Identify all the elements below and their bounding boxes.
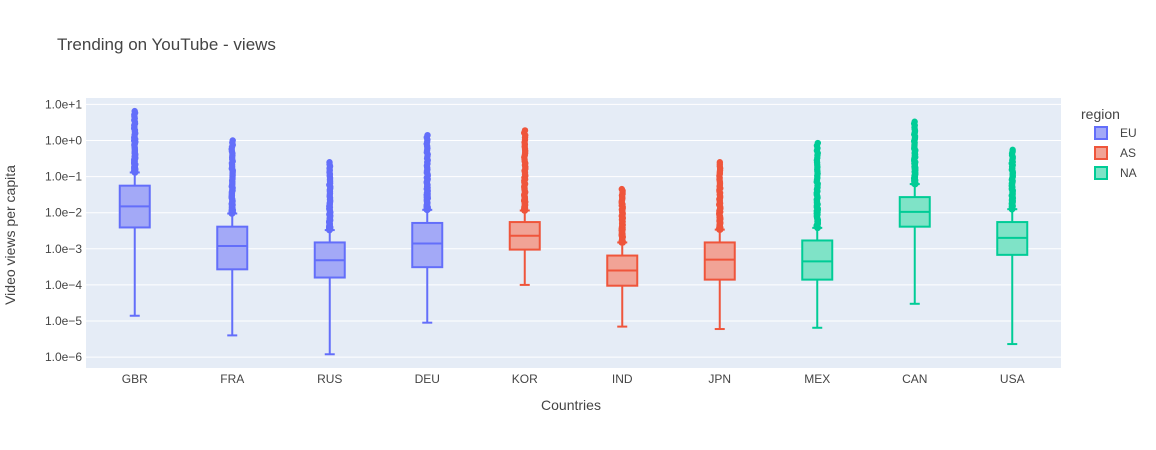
legend-label: EU — [1120, 126, 1137, 140]
legend-label: AS — [1120, 146, 1136, 160]
box-usa — [996, 146, 1029, 346]
y-axis-tick-labels: 1.0e+1 1.0e+0 1.0e−1 1.0e−2 1.0e−3 1.0e−4 1.0e… — [45, 97, 82, 364]
y-tick-label: 1.0e−3 — [45, 242, 82, 256]
box-gbr — [118, 107, 151, 317]
outlier-point — [1009, 146, 1016, 154]
box-iqr — [216, 225, 249, 271]
x-axis-title: Countries — [541, 397, 601, 413]
box-iqr — [411, 221, 444, 269]
box-can — [898, 118, 931, 305]
outlier-point — [326, 159, 333, 166]
y-tick-label: 1.0e−5 — [45, 314, 82, 328]
x-tick-label: GBR — [122, 372, 148, 386]
y-tick-label: 1.0e+1 — [45, 97, 82, 111]
x-tick-label: RUS — [317, 372, 342, 386]
x-tick-label: FRA — [220, 372, 244, 386]
chart-title: Trending on YouTube - views — [57, 35, 276, 54]
box-iqr — [703, 241, 736, 281]
legend-title: region — [1081, 106, 1120, 122]
grid-lines — [86, 103, 1061, 358]
outlier-point — [814, 139, 822, 147]
box-traces — [118, 107, 1029, 356]
legend-item-na: NA — [1094, 166, 1137, 180]
box-rus — [313, 159, 346, 356]
x-tick-label: USA — [1000, 372, 1025, 386]
outlier-point — [911, 118, 918, 125]
y-tick-label: 1.0e−6 — [45, 350, 82, 364]
plot-area — [86, 98, 1061, 368]
legend-swatch — [1094, 126, 1108, 140]
x-tick-label: MEX — [804, 372, 830, 386]
box-deu — [411, 131, 444, 324]
box-jpn — [703, 159, 736, 331]
legend-swatch — [1094, 166, 1108, 180]
outlier-point — [131, 107, 138, 115]
legend-item-as: AS — [1094, 146, 1136, 160]
x-tick-label: DEU — [415, 372, 440, 386]
box-fra — [216, 137, 249, 337]
legend: region EU AS NA — [1081, 106, 1137, 180]
y-tick-label: 1.0e−1 — [45, 170, 82, 184]
outlier-point — [521, 127, 529, 134]
y-tick-label: 1.0e+0 — [45, 133, 82, 147]
legend-item-eu: EU — [1094, 126, 1137, 140]
box-kor — [508, 127, 541, 286]
y-tick-label: 1.0e−2 — [45, 206, 82, 220]
y-tick-label: 1.0e−4 — [45, 278, 82, 292]
x-tick-label: IND — [612, 372, 633, 386]
x-tick-label: KOR — [512, 372, 538, 386]
outlier-point — [229, 137, 236, 144]
box-iqr — [801, 239, 834, 281]
outlier-point — [716, 159, 724, 166]
x-axis-tick-labels: GBR FRA RUS DEU KOR IND JPN MEX CAN USA — [122, 372, 1025, 386]
x-tick-label: CAN — [902, 372, 927, 386]
box-ind — [606, 185, 639, 328]
x-tick-label: JPN — [708, 372, 731, 386]
legend-swatch — [1094, 146, 1108, 160]
outlier-point — [618, 185, 626, 193]
y-axis-title: Video views per capita — [2, 165, 18, 305]
box-mex — [801, 139, 834, 329]
outlier-point — [424, 131, 431, 139]
legend-label: NA — [1120, 166, 1137, 180]
